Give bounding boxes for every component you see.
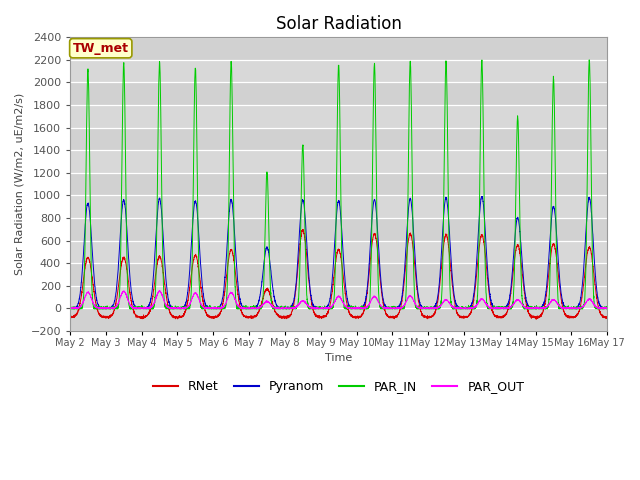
PAR_OUT [604,305,611,311]
PAR_IN [586,57,593,63]
Bar [70,173,607,195]
PAR_IN [604,306,611,312]
Bar [70,308,607,331]
Pyranom [163,285,170,291]
RNet [163,294,170,300]
PAR_OUT [163,303,171,309]
Line: RNet: RNet [70,229,607,319]
Pyranom [478,193,486,199]
Pyranom [604,305,611,311]
Bar [70,37,607,60]
PAR_IN [459,306,467,312]
PAR_OUT [96,306,104,312]
RNet [429,312,437,318]
PAR_IN [68,306,76,312]
PAR_IN [67,305,74,311]
PAR_IN [319,305,326,311]
PAR_IN [490,305,497,311]
RNet [300,227,307,232]
PAR_OUT [459,305,467,311]
PAR_IN [163,306,170,312]
PAR_OUT [603,306,611,312]
Line: PAR_OUT: PAR_OUT [70,290,607,309]
PAR_OUT [156,288,163,293]
Legend: RNet, Pyranom, PAR_IN, PAR_OUT: RNet, Pyranom, PAR_IN, PAR_OUT [148,375,529,398]
Text: TW_met: TW_met [73,42,129,55]
RNet [459,314,467,320]
X-axis label: Time: Time [325,353,352,363]
Pyranom [319,305,326,311]
PAR_IN [603,305,611,311]
PAR_OUT [319,305,326,311]
Line: PAR_IN: PAR_IN [70,60,607,309]
RNet [490,311,497,317]
Title: Solar Radiation: Solar Radiation [276,15,401,33]
RNet [603,314,611,320]
Y-axis label: Solar Radiation (W/m2, uE/m2/s): Solar Radiation (W/m2, uE/m2/s) [15,93,25,275]
Bar [70,83,607,105]
Pyranom [67,305,74,311]
PAR_IN [429,305,437,311]
RNet [532,316,540,322]
Bar [70,128,607,150]
Pyranom [67,305,74,311]
Pyranom [459,305,467,311]
RNet [67,314,74,320]
Line: Pyranom: Pyranom [70,196,607,308]
PAR_OUT [67,306,74,312]
RNet [604,313,611,319]
Bar [70,263,607,286]
PAR_OUT [490,305,497,311]
Pyranom [429,305,437,311]
Pyranom [603,305,611,311]
Pyranom [490,304,497,310]
RNet [319,314,326,320]
PAR_OUT [429,306,437,312]
Bar [70,218,607,240]
